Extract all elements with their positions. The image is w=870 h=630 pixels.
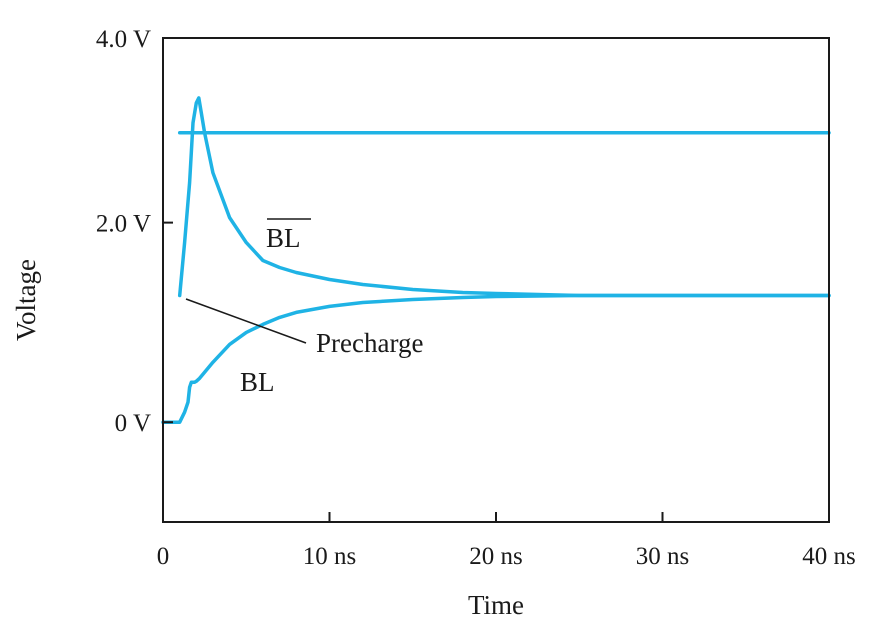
curves-layer bbox=[161, 96, 831, 424]
x-tick-label: 0 bbox=[157, 543, 170, 570]
x-tick-label: 20 ns bbox=[469, 543, 522, 570]
y-tick-label: 2.0 V bbox=[96, 211, 151, 238]
ticks-layer: 0 10 ns 20 ns 30 ns 40 ns 0 V 2.0 V 4.0 V bbox=[96, 26, 856, 570]
y-axis-label: Voltage bbox=[11, 259, 41, 341]
bl-label: BL bbox=[240, 367, 275, 397]
x-tick-label: 40 ns bbox=[802, 543, 855, 570]
x-tick-label: 30 ns bbox=[636, 543, 689, 570]
x-tick-label: 10 ns bbox=[303, 543, 356, 570]
bl-bar-curve bbox=[177, 96, 831, 298]
plot-frame bbox=[162, 37, 830, 523]
precharge-leader-line bbox=[185, 298, 307, 344]
y-tick-label: 0 V bbox=[115, 410, 151, 437]
precharge-label: Precharge bbox=[316, 328, 423, 358]
bl-curve bbox=[161, 293, 831, 424]
y-tick-label: 4.0 V bbox=[96, 26, 151, 53]
x-axis-label: Time bbox=[468, 590, 524, 620]
bl-bar-label: BL bbox=[266, 223, 301, 253]
